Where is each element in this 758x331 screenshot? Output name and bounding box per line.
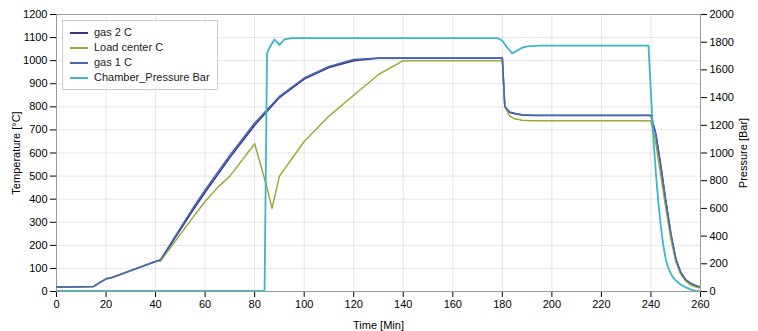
- svg-text:900: 900: [29, 77, 47, 89]
- svg-text:600: 600: [29, 147, 47, 159]
- html-text:Chamber_Pressure Bar: Chamber_Pressure Bar: [94, 71, 210, 83]
- svg-text:0: 0: [53, 298, 59, 310]
- svg-text:1200: 1200: [710, 119, 734, 131]
- svg-text:260: 260: [691, 298, 709, 310]
- html-text:gas 2 C: gas 2 C: [94, 26, 132, 38]
- svg-text:0: 0: [710, 285, 716, 297]
- svg-text:180: 180: [493, 298, 511, 310]
- svg-text:60: 60: [199, 298, 211, 310]
- svg-text:220: 220: [592, 298, 610, 310]
- svg-text:140: 140: [394, 298, 412, 310]
- svg-text:200: 200: [710, 257, 728, 269]
- svg-text:40: 40: [149, 298, 161, 310]
- svg-text:800: 800: [29, 100, 47, 112]
- svg-text:300: 300: [29, 216, 47, 228]
- svg-text:1000: 1000: [710, 147, 734, 159]
- svg-text:700: 700: [29, 123, 47, 135]
- svg-text:80: 80: [249, 298, 261, 310]
- svg-text:1600: 1600: [710, 63, 734, 75]
- svg-text:Time [Min]: Time [Min]: [353, 319, 404, 331]
- html-text:Load center C: Load center C: [94, 41, 164, 53]
- svg-text:1400: 1400: [710, 91, 734, 103]
- svg-text:20: 20: [100, 298, 112, 310]
- svg-text:200: 200: [29, 239, 47, 251]
- html-text:gas 1 C: gas 1 C: [94, 56, 132, 68]
- svg-text:400: 400: [710, 230, 728, 242]
- svg-text:100: 100: [295, 298, 313, 310]
- svg-text:800: 800: [710, 174, 728, 186]
- svg-text:240: 240: [642, 298, 660, 310]
- svg-text:1200: 1200: [23, 8, 47, 20]
- svg-text:400: 400: [29, 193, 47, 205]
- svg-text:500: 500: [29, 170, 47, 182]
- svg-text:1000: 1000: [23, 54, 47, 66]
- svg-text:Temperature [°C]: Temperature [°C]: [10, 111, 22, 194]
- svg-text:1100: 1100: [24, 31, 48, 43]
- svg-text:160: 160: [444, 298, 462, 310]
- svg-text:2000: 2000: [710, 8, 734, 20]
- svg-text:Pressure [Bar]: Pressure [Bar]: [737, 118, 749, 188]
- svg-text:0: 0: [41, 285, 47, 297]
- svg-text:120: 120: [345, 298, 363, 310]
- svg-text:100: 100: [29, 262, 47, 274]
- svg-text:1800: 1800: [710, 36, 734, 48]
- svg-text:200: 200: [543, 298, 561, 310]
- svg-text:600: 600: [710, 202, 728, 214]
